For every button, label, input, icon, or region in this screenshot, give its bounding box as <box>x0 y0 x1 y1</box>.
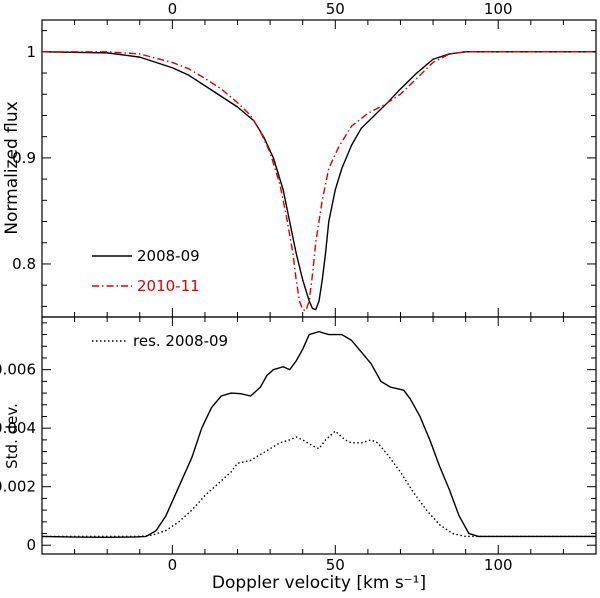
x-tick-label-bottom: 0 <box>168 556 178 574</box>
legend-label-2010-11: 2010-11 <box>137 277 200 295</box>
y-tick-label: 0.006 <box>0 361 36 379</box>
top-panel-frame <box>41 19 597 318</box>
x-tick-label-top: 100 <box>484 0 513 18</box>
x-tick-label-bottom: 100 <box>484 556 513 574</box>
axes-layer <box>41 19 597 555</box>
x-tick-label-top: 50 <box>326 0 345 18</box>
series-line-std-dev <box>41 330 596 539</box>
bottom-y-axis-label: Std. dev. <box>3 403 21 469</box>
x-tick-label-top: 0 <box>168 0 178 18</box>
labels-layer: Normalized flux Std. dev. Doppler veloci… <box>2 101 426 593</box>
bottom-panel-frame <box>41 316 597 555</box>
x-axis-label: Doppler velocity [km s⁻¹] <box>212 573 426 593</box>
y-tick-label: 0.002 <box>0 478 36 496</box>
legend-layer: 2008-09 2010-11 res. 2008-09 <box>92 247 228 350</box>
legend-label-2008-09: 2008-09 <box>137 247 200 265</box>
legend-label-residual: res. 2008-09 <box>133 332 228 350</box>
series-line-res-2008-09 <box>42 430 596 538</box>
y-tick-label: 0.004 <box>0 419 36 437</box>
y-tick-label: 0 <box>26 536 36 554</box>
series-line-2010-11 <box>42 51 596 312</box>
y-tick-label: 1 <box>26 43 36 61</box>
series-layer <box>41 51 596 539</box>
y-tick-label: 0.9 <box>12 149 36 167</box>
x-tick-label-bottom: 50 <box>326 556 345 574</box>
ticks-layer: 0.8 0.9 1 0 0.002 0.004 0.006 0 0 50 50 100 100 <box>0 0 597 574</box>
top-y-axis-label: Normalized flux <box>2 101 22 234</box>
y-tick-label: 0.8 <box>12 255 36 273</box>
series-line-2008-09 <box>41 51 596 311</box>
